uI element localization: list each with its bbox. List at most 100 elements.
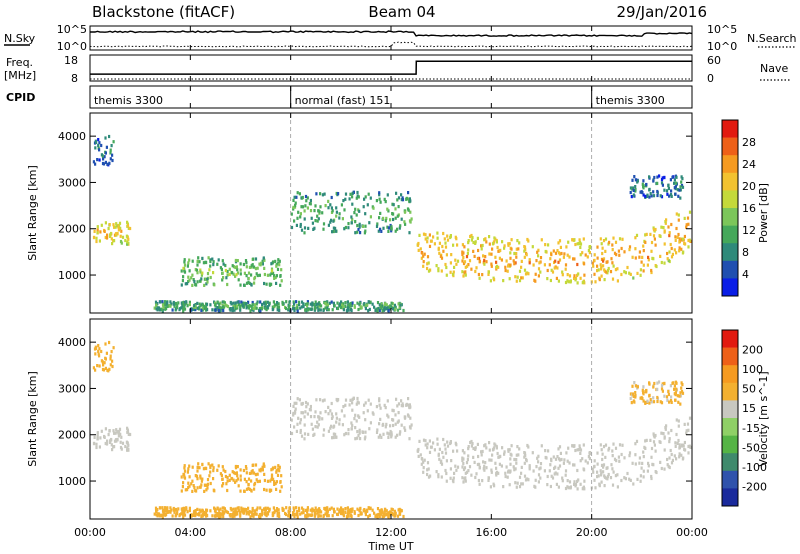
velocity-point: [483, 468, 486, 472]
power-point: [466, 252, 469, 256]
velocity-point: [621, 443, 624, 447]
power-point: [112, 140, 115, 144]
power-point: [232, 265, 236, 269]
power-point: [669, 242, 672, 247]
power-point: [583, 262, 586, 266]
velocity-point: [200, 479, 203, 483]
velocity-point: [331, 436, 334, 440]
velocity-point: [628, 454, 631, 458]
velocity-point: [675, 418, 678, 422]
velocity-point: [245, 480, 248, 484]
velocity-point: [349, 398, 352, 402]
velocity-point: [408, 425, 412, 429]
power-point: [424, 233, 427, 237]
power-point: [349, 308, 353, 312]
velocity-point: [290, 431, 294, 436]
power-point: [212, 271, 215, 275]
velocity-point: [564, 469, 568, 473]
velocity-point: [520, 465, 523, 469]
colorbar-tick-label: -200: [742, 480, 767, 493]
velocity-point: [467, 447, 470, 451]
velocity-point: [683, 440, 686, 445]
power-point: [96, 158, 99, 162]
power-point: [647, 255, 650, 259]
velocity-point: [301, 411, 305, 415]
velocity-point: [642, 455, 645, 459]
velocity-point: [298, 508, 301, 512]
power-point: [293, 302, 296, 306]
power-point: [648, 188, 651, 192]
power-point: [362, 205, 365, 209]
power-point: [292, 305, 295, 309]
power-point: [369, 215, 372, 219]
velocity-point: [250, 479, 253, 483]
velocity-point: [515, 453, 518, 457]
velocity-point: [270, 477, 273, 481]
velocity-point: [671, 381, 674, 385]
velocity-point: [187, 485, 190, 490]
velocity-point: [356, 430, 359, 434]
velocity-point: [386, 512, 389, 516]
power-point: [383, 307, 386, 311]
velocity-point: [488, 448, 491, 452]
velocity-point: [177, 507, 180, 511]
velocity-point: [261, 465, 264, 469]
velocity-point: [638, 456, 641, 460]
power-point: [557, 251, 561, 255]
velocity-point: [192, 484, 195, 488]
power-point: [391, 202, 394, 206]
velocity-point: [363, 437, 366, 441]
power-point: [276, 308, 279, 312]
power-point: [428, 233, 431, 237]
velocity-point: [235, 510, 238, 514]
colorbar-swatch: [722, 365, 738, 384]
velocity-point: [677, 438, 680, 443]
power-point: [104, 221, 107, 225]
power-point: [629, 186, 632, 190]
velocity-point: [104, 357, 107, 361]
velocity-point: [650, 474, 653, 479]
velocity-point: [324, 508, 327, 512]
velocity-point: [565, 451, 568, 455]
velocity-point: [596, 462, 599, 466]
velocity-point: [611, 449, 614, 453]
power-point: [564, 280, 568, 285]
power-point: [660, 178, 664, 182]
velocity-point: [576, 487, 579, 491]
velocity-point: [647, 464, 650, 468]
power-point: [517, 247, 520, 251]
power-point: [256, 300, 259, 304]
power-point: [490, 262, 493, 266]
velocity-point: [231, 514, 234, 519]
power-point: [621, 237, 624, 241]
velocity-point: [191, 465, 194, 469]
velocity-point: [239, 489, 242, 493]
velocity-point: [129, 432, 132, 437]
velocity-point: [290, 418, 293, 422]
power-point: [177, 301, 180, 305]
power-frame: [89, 112, 693, 314]
velocity-point: [659, 400, 662, 404]
velocity-point: [319, 398, 322, 402]
power-point: [307, 226, 310, 230]
velocity-point: [426, 472, 429, 477]
power-point: [440, 256, 444, 260]
velocity-point: [515, 458, 518, 462]
power-point: [632, 193, 635, 197]
velocity-point: [324, 410, 327, 414]
velocity-point: [610, 463, 613, 467]
power-point: [162, 305, 165, 310]
power-point: [97, 143, 100, 147]
velocity-point: [119, 445, 123, 450]
power-point: [426, 266, 429, 271]
power-point: [236, 259, 239, 263]
velocity-point: [109, 354, 112, 358]
velocity-point: [611, 454, 614, 458]
power-point: [316, 305, 319, 309]
power-point: [677, 194, 680, 198]
power-point: [340, 203, 343, 207]
velocity-point: [602, 470, 605, 474]
velocity-point: [181, 485, 184, 489]
velocity-point: [670, 428, 673, 433]
velocity-point: [546, 483, 549, 487]
